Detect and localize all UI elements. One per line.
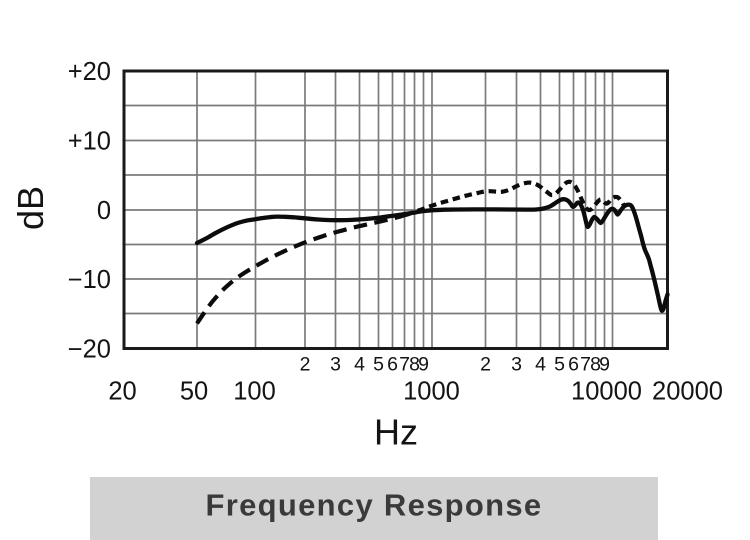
svg-text:8: 8 xyxy=(409,354,420,376)
svg-text:−10: −10 xyxy=(68,266,111,294)
svg-text:10000: 10000 xyxy=(571,378,642,406)
svg-text:7: 7 xyxy=(580,354,591,376)
svg-text:3: 3 xyxy=(330,354,341,376)
svg-text:0: 0 xyxy=(97,197,111,225)
svg-text:20000: 20000 xyxy=(652,378,723,406)
svg-text:dB: dB xyxy=(10,186,51,230)
svg-text:9: 9 xyxy=(418,354,429,376)
svg-text:1000: 1000 xyxy=(403,378,460,406)
svg-text:5: 5 xyxy=(373,354,384,376)
svg-text:3: 3 xyxy=(511,354,522,376)
svg-text:2: 2 xyxy=(300,354,311,376)
svg-text:+20: +20 xyxy=(68,58,111,86)
svg-text:8: 8 xyxy=(590,354,601,376)
svg-text:4: 4 xyxy=(535,354,546,376)
svg-text:4: 4 xyxy=(354,354,365,376)
svg-text:9: 9 xyxy=(599,354,610,376)
svg-text:Frequency Response: Frequency Response xyxy=(206,488,543,523)
svg-text:5: 5 xyxy=(554,354,565,376)
svg-text:2: 2 xyxy=(480,354,491,376)
svg-text:+10: +10 xyxy=(68,128,111,156)
svg-text:7: 7 xyxy=(399,354,410,376)
svg-text:6: 6 xyxy=(568,354,579,376)
svg-text:100: 100 xyxy=(233,378,276,406)
svg-text:50: 50 xyxy=(180,378,208,406)
svg-text:Hz: Hz xyxy=(374,412,418,453)
svg-text:−20: −20 xyxy=(68,336,111,364)
svg-text:20: 20 xyxy=(108,378,136,406)
svg-text:6: 6 xyxy=(387,354,398,376)
